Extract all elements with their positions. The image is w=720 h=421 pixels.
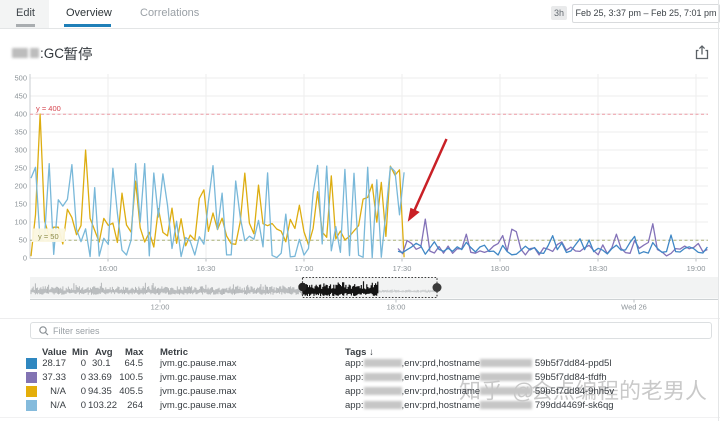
svg-text:50: 50 [19, 236, 27, 245]
svg-text:150: 150 [14, 200, 27, 209]
svg-text:250: 250 [14, 164, 27, 173]
svg-text:350: 350 [14, 128, 27, 137]
svg-text:17:30: 17:30 [393, 264, 412, 273]
svg-text:18:00: 18:00 [387, 303, 406, 312]
svg-text:500: 500 [14, 74, 27, 83]
svg-text:Wed 26: Wed 26 [621, 303, 647, 312]
svg-text:300: 300 [14, 146, 27, 155]
svg-text:100: 100 [14, 218, 27, 227]
svg-text:450: 450 [14, 92, 27, 101]
svg-text:12:00: 12:00 [151, 303, 170, 312]
svg-text:16:30: 16:30 [197, 264, 216, 273]
svg-text:y = 400: y = 400 [36, 104, 61, 113]
svg-text:18:00: 18:00 [491, 264, 510, 273]
svg-text:17:00: 17:00 [295, 264, 314, 273]
svg-text:16:00: 16:00 [99, 264, 118, 273]
svg-text:18:30: 18:30 [589, 264, 608, 273]
svg-text:y = 50: y = 50 [38, 232, 59, 241]
svg-text:0: 0 [23, 254, 27, 263]
svg-text:400: 400 [14, 110, 27, 119]
svg-text:19:00: 19:00 [687, 264, 706, 273]
svg-text:200: 200 [14, 182, 27, 191]
